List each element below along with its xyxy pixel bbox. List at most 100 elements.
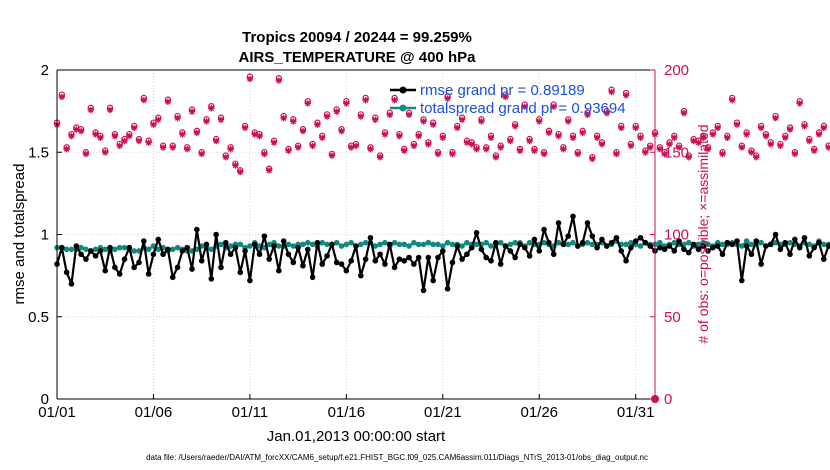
- rmse-point: [739, 277, 745, 284]
- rmse-point: [145, 271, 152, 277]
- rmse-point: [473, 230, 480, 236]
- obs-assimilated-point: [63, 145, 70, 153]
- obs-assimilated-point: [531, 147, 538, 155]
- rmse-point: [266, 256, 272, 262]
- obs-assimilated-point: [622, 92, 630, 99]
- obs-assimilated-point: [333, 108, 340, 115]
- obs-assimilated-point: [444, 95, 451, 102]
- totalspread-point: [739, 243, 745, 249]
- rmse-point: [116, 271, 123, 277]
- rmse-point: [758, 261, 764, 267]
- rmse-point: [247, 277, 253, 284]
- obs-assimilated-point: [560, 145, 567, 153]
- totalspread-point: [565, 241, 571, 248]
- obs-assimilated-point: [550, 103, 557, 110]
- obs-assimilated-point: [584, 111, 591, 119]
- obs-assimilated-point: [666, 141, 673, 148]
- obs-assimilated-point: [222, 154, 229, 161]
- obs-assimilated-point: [526, 137, 533, 145]
- totalspread-point: [483, 239, 490, 246]
- rmse-point: [97, 248, 104, 254]
- rmse-point: [454, 243, 461, 249]
- rmse-point: [825, 243, 830, 249]
- obs-assimilated-point: [545, 129, 553, 137]
- totalspread-point: [304, 239, 311, 246]
- rmse-point: [169, 274, 176, 281]
- totalspread-point: [541, 239, 547, 246]
- y-tick-label: 0: [41, 391, 49, 408]
- obs-assimilated-point: [454, 124, 461, 132]
- rmse-point: [362, 256, 369, 262]
- obs-assimilated-point: [270, 139, 278, 146]
- obs-assimilated-point: [671, 134, 678, 141]
- totalspread-point: [372, 243, 379, 249]
- rmse-point: [714, 243, 721, 249]
- rmse-point: [391, 264, 398, 271]
- obs-assimilated-point: [772, 114, 779, 122]
- totalspread-point: [116, 244, 123, 251]
- totalspread-point: [348, 239, 354, 246]
- rmse-point: [464, 251, 470, 258]
- obs-assimilated-point: [507, 137, 514, 145]
- obs-assimilated-point: [347, 144, 355, 151]
- rmse-point: [594, 244, 600, 251]
- rmse-point: [92, 253, 99, 259]
- rmse-point: [497, 261, 504, 267]
- obs-assimilated-point: [757, 124, 765, 132]
- rmse-point: [550, 251, 557, 258]
- rmse-point: [681, 246, 687, 253]
- obs-assimilated-point: [492, 154, 500, 161]
- obs-assimilated-point: [656, 145, 664, 153]
- rmse-point: [87, 248, 94, 254]
- obs-assimilated-point: [820, 124, 827, 132]
- rmse-point: [314, 239, 321, 246]
- rmse-point: [536, 248, 543, 254]
- x-tick-label: 01/26: [520, 404, 558, 421]
- totalspread-point: [382, 239, 388, 246]
- rmse-point: [628, 244, 634, 251]
- rmse-point: [203, 241, 210, 248]
- x-tick-label: 01/21: [424, 404, 462, 421]
- obs-assimilated-point: [97, 134, 104, 141]
- rmse-point: [136, 259, 142, 266]
- obs-assimilated-point: [58, 93, 66, 101]
- rmse-point: [743, 243, 750, 249]
- rmse-point: [63, 269, 70, 276]
- rmse-point: [78, 251, 84, 258]
- obs-assimilated-point: [502, 93, 509, 101]
- totalspread-point: [285, 241, 292, 248]
- rmse-point: [343, 267, 350, 274]
- y-right-tick-label: 50: [664, 309, 681, 326]
- obs-assimilated-point: [376, 154, 384, 161]
- obs-assimilated-point: [767, 141, 774, 148]
- obs-assimilated-point: [227, 145, 234, 153]
- totalspread-point: [637, 243, 644, 249]
- y-tick-label: 2: [41, 62, 49, 79]
- obs-assimilated-point: [487, 134, 495, 141]
- rmse-point: [806, 253, 813, 259]
- obs-assimilated-point: [748, 149, 755, 156]
- rmse-point: [227, 251, 234, 258]
- totalspread-point: [112, 246, 118, 253]
- rmse-point: [729, 241, 735, 248]
- rmse-point: [276, 267, 282, 274]
- obs-assimilated-point: [782, 134, 789, 141]
- rmse-point: [531, 236, 538, 243]
- rmse-point: [546, 239, 552, 246]
- rmse-point: [189, 266, 195, 272]
- rmse-point: [676, 238, 682, 244]
- rmse-point: [73, 243, 80, 249]
- obs-assimilated-point: [786, 126, 794, 133]
- totalspread-point: [787, 239, 793, 246]
- obs-assimilated-point: [179, 131, 186, 138]
- rmse-point: [377, 251, 383, 258]
- totalspread-point: [391, 239, 398, 246]
- obs-assimilated-point: [569, 134, 577, 141]
- totalspread-point: [227, 243, 234, 249]
- obs-assimilated-point: [87, 106, 94, 114]
- rmse-point: [782, 239, 789, 246]
- y-tick-label: 1: [41, 227, 49, 244]
- totalspread-point: [497, 239, 504, 246]
- obs-assimilated-point: [700, 134, 707, 141]
